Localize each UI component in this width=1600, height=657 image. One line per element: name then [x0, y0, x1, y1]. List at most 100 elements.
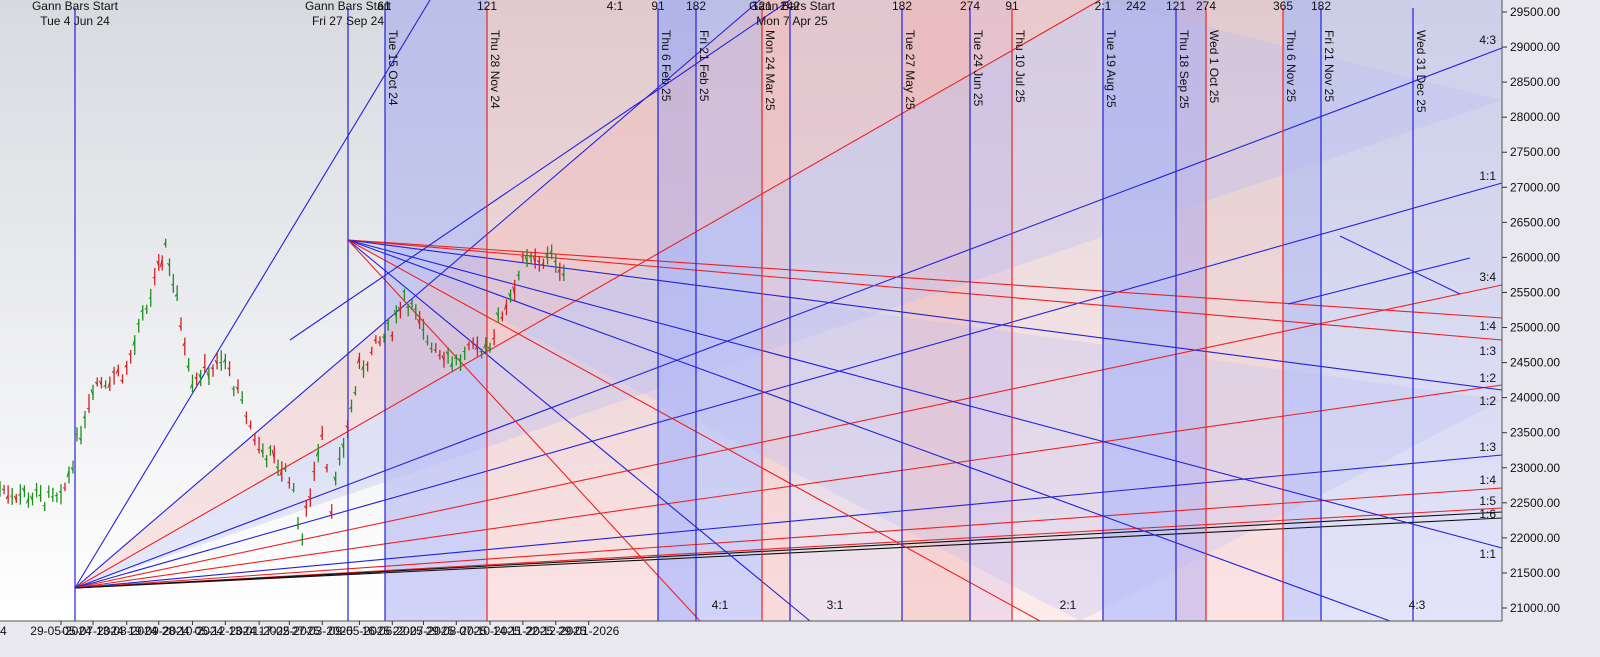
vertical-date-label: Thu 10 Jul 25 [1013, 30, 1027, 103]
y-tick-label: 21500.00 [1510, 566, 1560, 580]
price-tick [417, 318, 421, 326]
gann-fan-line [347, 239, 1503, 341]
top-count-label: 274 [1196, 0, 1216, 13]
gann-fan-line [74, 454, 1503, 589]
price-tick [98, 380, 102, 386]
trend-line [1287, 257, 1471, 305]
gann-fan-line [347, 239, 1391, 622]
top-count-label: 182 [1311, 0, 1331, 13]
gann-fan-line [289, 0, 791, 341]
gann-fan-line [347, 239, 1503, 549]
plot-background [0, 0, 1502, 621]
vertical-date-label: Thu 6 Nov 25 [1284, 30, 1298, 102]
price-tick [248, 424, 251, 428]
top-count-label: 121 [1166, 0, 1186, 13]
gann-start-title: Gann Bars Start [305, 0, 392, 13]
x-tick-label: 29-05-2024 [30, 624, 92, 638]
ratio-label: 1:1 [1479, 169, 1496, 183]
price-tick [167, 262, 170, 267]
vertical-date-label: Tue 19 Aug 25 [1104, 30, 1118, 108]
price-tick [82, 415, 86, 419]
y-tick-label: 25000.00 [1510, 321, 1560, 335]
price-tick [144, 307, 147, 310]
price-tick [90, 389, 94, 396]
price-tick [377, 341, 381, 345]
price-tick [111, 370, 115, 374]
price-tick [429, 347, 432, 350]
x-tick-label: 29-08-2025 [426, 624, 488, 638]
price-tick [268, 446, 271, 449]
price-tick [545, 253, 549, 260]
price-tick [252, 438, 256, 442]
ratio-label: 1:1 [1479, 547, 1496, 561]
y-tick-label: 28000.00 [1510, 110, 1560, 124]
y-tick-label: 21000.00 [1510, 601, 1560, 615]
price-tick [454, 356, 457, 359]
price-tick [283, 467, 286, 470]
top-count-label: 274 [960, 0, 980, 13]
price-tick [1, 488, 5, 491]
vertical-date-label: Tue 27 May 25 [903, 30, 917, 110]
price-tick [159, 258, 163, 268]
price-tick [5, 494, 9, 500]
price-tick [466, 343, 470, 346]
vertical-date-label: Wed 1 Oct 25 [1207, 30, 1221, 103]
price-tick [34, 488, 37, 492]
price-tick [445, 351, 449, 356]
price-tick [275, 466, 279, 470]
vertical-date-label: Thu 28 Nov 24 [488, 30, 502, 109]
vertical-date-label: Tue 24 Jun 25 [971, 30, 985, 107]
x-tick-label: 4 [0, 624, 7, 638]
x-tick-label: 28-10-2024 [162, 624, 224, 638]
price-tick [78, 437, 82, 441]
price-tick [30, 495, 34, 502]
price-tick [315, 450, 319, 457]
price-tick [190, 382, 193, 389]
price-tick [171, 283, 174, 286]
price-tick [260, 449, 264, 455]
price-tick [132, 339, 136, 346]
y-axis-panel [1502, 0, 1600, 621]
price-tick [303, 505, 307, 509]
x-tick-label: 29-01-2026 [558, 624, 620, 638]
ratio-label: 2:1 [1060, 598, 1077, 612]
price-tick [553, 260, 557, 264]
y-tick-label: 29000.00 [1510, 40, 1560, 54]
price-tick [373, 338, 377, 342]
price-tick [58, 490, 62, 494]
y-tick-label: 26500.00 [1510, 215, 1560, 229]
price-tick [206, 371, 210, 379]
ratio-label: 4:1 [712, 598, 729, 612]
price-tick [70, 467, 74, 471]
top-count-label: 4:1 [607, 0, 624, 13]
gann-start-title: Gann Bars Start [749, 0, 836, 13]
gann-band [696, 0, 762, 621]
price-tick [508, 292, 512, 299]
vertical-date-label: Fri 21 Nov 25 [1322, 30, 1336, 102]
y-tick-label: 24000.00 [1510, 391, 1560, 405]
x-tick-label: 05-12-2024 [195, 624, 257, 638]
gann-band [1176, 0, 1206, 621]
price-tick [341, 443, 345, 449]
price-tick [214, 359, 218, 365]
top-count-label: 242 [780, 0, 800, 13]
price-tick [557, 267, 561, 273]
price-tick [487, 346, 491, 351]
price-tick [437, 354, 441, 357]
top-count-label: 365 [1273, 0, 1293, 13]
gann-fan-line [74, 0, 1101, 589]
x-tick-label: 22-07-2025 [393, 624, 455, 638]
price-tick [319, 433, 323, 437]
price-tick [62, 487, 66, 489]
price-tick [38, 493, 42, 497]
price-tick [307, 495, 311, 499]
top-count-label: 61 [377, 0, 391, 13]
price-tick [389, 334, 393, 337]
y-tick-label: 22000.00 [1510, 531, 1560, 545]
price-tick [210, 367, 214, 370]
price-tick [413, 308, 416, 311]
price-tick [528, 254, 532, 258]
price-tick [458, 358, 461, 361]
price-tick [512, 286, 516, 296]
